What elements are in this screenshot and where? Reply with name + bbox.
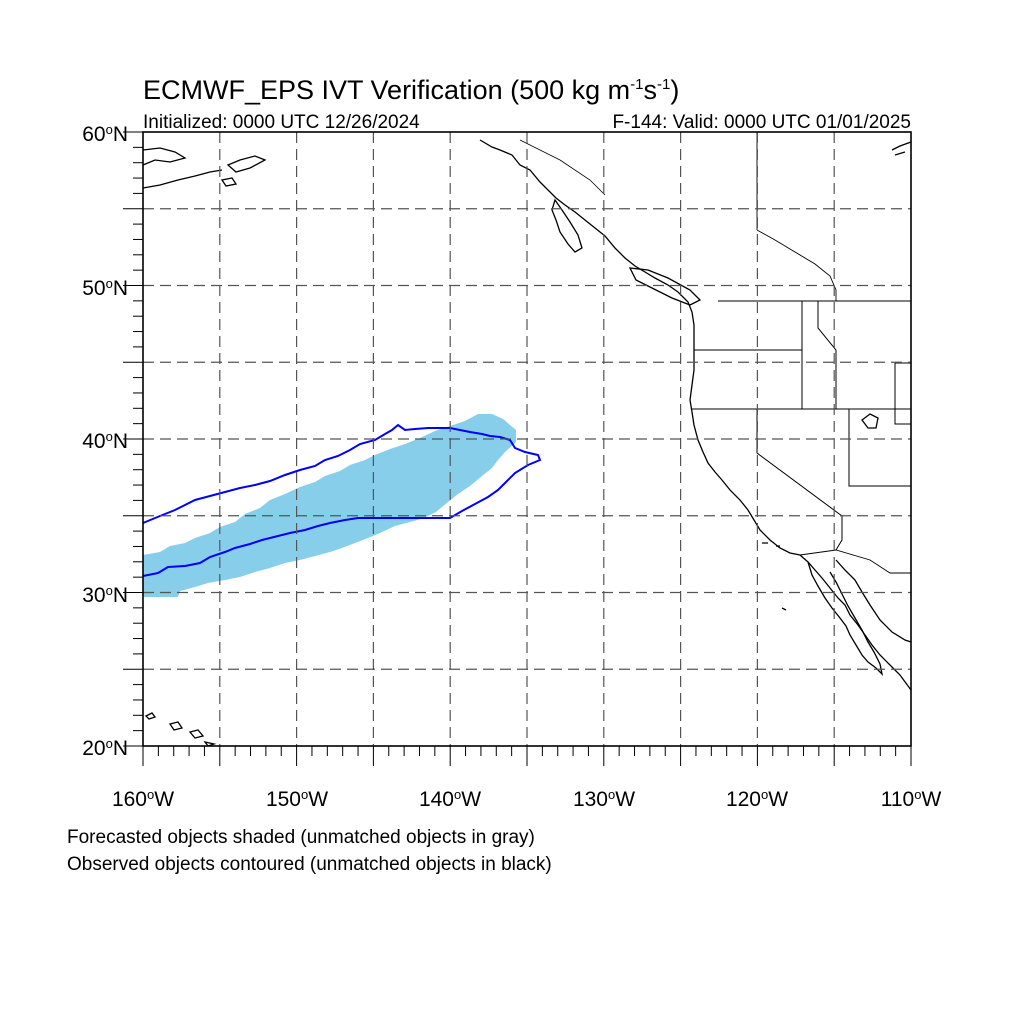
- lon-label-140w: 140oW: [419, 787, 481, 811]
- great-salt-lake: [861, 413, 879, 429]
- axis-minor-ticks: [123, 131, 912, 766]
- coastal-boundary: [519, 139, 606, 196]
- coastline-bc-islands: [551, 198, 702, 306]
- coastline-alaska-islands: [220, 155, 267, 187]
- initialized-label: Initialized: 0000 UTC 12/26/2024: [143, 112, 420, 133]
- forecast-object-fill: [143, 414, 516, 597]
- state-borders: [692, 301, 911, 551]
- observed-object-contour: [142, 423, 542, 577]
- border-us-mexico: [799, 549, 911, 574]
- observed-objects-note: Observed objects contoured (unmatched ob…: [67, 854, 552, 875]
- latitude-labels: 60oN 50oN 40oN 30oN 20oN: [82, 122, 128, 760]
- lat-label-20n: 20oN: [82, 736, 128, 760]
- plot-frame: [142, 131, 912, 747]
- lon-label-110w: 110oW: [881, 787, 942, 811]
- lon-label-130w: 130oW: [573, 787, 635, 811]
- province-borders: [756, 132, 837, 301]
- coastline-channel-islands: [762, 542, 787, 611]
- coastline-gulf-of-california: [835, 559, 912, 643]
- forecast-objects-note: Forecasted objects shaded (unmatched obj…: [67, 827, 535, 848]
- coastline-north-america: [479, 139, 912, 691]
- coastlines-and-borders: [142, 132, 912, 747]
- forecast-object-shaded: [143, 414, 516, 597]
- coastline-northeast-corner: [891, 141, 912, 156]
- lon-label-150w: 150oW: [266, 787, 328, 811]
- map-title: ECMWF_EPS IVT Verification (500 kg m-1s-…: [143, 75, 679, 105]
- coastline-baja-california: [807, 561, 884, 676]
- valid-time-label: F-144: Valid: 0000 UTC 01/01/2025: [612, 112, 911, 133]
- plot-area: [123, 131, 912, 766]
- lat-label-50n: 50oN: [82, 276, 128, 300]
- lat-label-40n: 40oN: [82, 429, 128, 453]
- longitude-labels: 160oW 150oW 140oW 130oW 120oW 110oW: [112, 787, 942, 811]
- lon-label-160w: 160oW: [112, 787, 174, 811]
- coastline-alaska: [142, 147, 223, 189]
- lat-label-60n: 60oN: [82, 122, 128, 146]
- coastline-hawaii: [144, 712, 217, 747]
- observed-object-outline: [142, 423, 542, 577]
- graticule-grid: [143, 132, 911, 746]
- lon-label-120w: 120oW: [726, 787, 788, 811]
- lat-label-30n: 30oN: [82, 583, 128, 607]
